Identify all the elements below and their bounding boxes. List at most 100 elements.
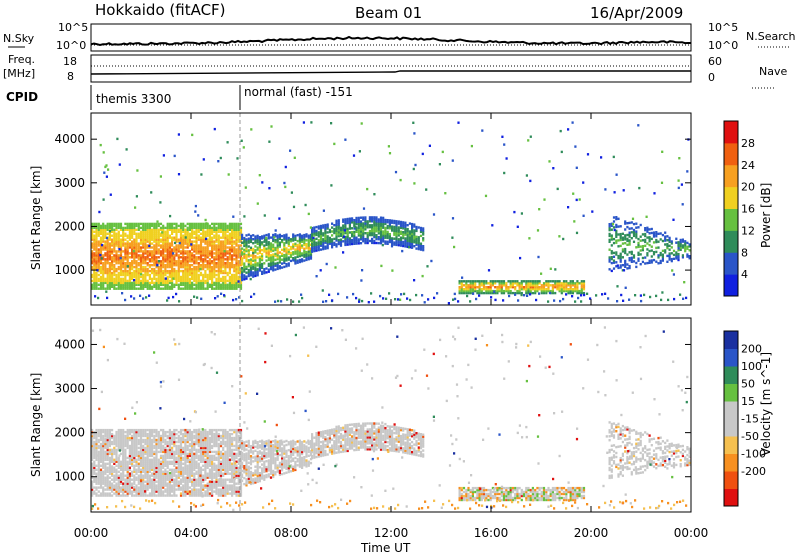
power-cell xyxy=(146,228,149,231)
velocity-cell xyxy=(162,492,165,495)
noise-right-top: 10^5 xyxy=(708,21,738,34)
power-cell xyxy=(157,238,160,241)
power-cell xyxy=(417,245,420,249)
power-cell xyxy=(577,296,580,300)
power-cell xyxy=(527,291,530,295)
power-cell xyxy=(199,240,203,243)
power-cell xyxy=(166,256,169,259)
power-cell xyxy=(558,282,561,285)
power-cell xyxy=(307,254,310,257)
power-cell xyxy=(243,250,246,253)
power-cell xyxy=(267,248,270,252)
velocity-cell xyxy=(122,438,125,442)
velocity-cell xyxy=(144,462,147,465)
power-cell xyxy=(335,245,338,248)
power-cell xyxy=(235,240,238,243)
power-cell xyxy=(377,218,380,221)
velocity-cell xyxy=(111,436,114,440)
power-cell xyxy=(102,265,105,269)
velocity-cell xyxy=(115,448,118,452)
power-cell xyxy=(294,256,297,259)
power-cell xyxy=(213,256,216,259)
power-cell xyxy=(231,256,234,259)
power-cell xyxy=(502,284,506,287)
power-cell xyxy=(462,280,466,283)
power-cell xyxy=(191,224,194,228)
velocity-cell xyxy=(148,442,151,446)
power-cell xyxy=(193,256,196,259)
power-cell xyxy=(668,238,671,242)
velocity-cell xyxy=(133,476,136,479)
power-cell xyxy=(254,241,257,244)
power-cell xyxy=(139,254,143,257)
power-cell xyxy=(119,260,123,263)
power-cell xyxy=(108,256,111,259)
power-cell xyxy=(199,258,203,261)
power-cell xyxy=(289,247,293,251)
power-cell xyxy=(126,224,129,228)
power-cell xyxy=(617,245,620,248)
velocity-cell xyxy=(162,464,165,467)
cpid-label: CPID xyxy=(6,90,38,104)
velocity-cell xyxy=(122,434,125,438)
power-cell xyxy=(228,252,231,255)
power-speckle xyxy=(381,243,384,247)
power-cell xyxy=(153,246,156,249)
power-speckle xyxy=(575,166,578,169)
power-cell xyxy=(151,232,154,235)
power-cell xyxy=(294,234,297,238)
velocity-cell xyxy=(106,468,109,471)
power-cell xyxy=(128,267,131,271)
power-cell xyxy=(294,250,297,253)
power-cell xyxy=(177,254,180,257)
power-speckle xyxy=(268,140,271,143)
power-cell xyxy=(233,265,236,269)
power-cell xyxy=(296,251,299,255)
power-cell xyxy=(128,287,131,290)
velocity-cell xyxy=(108,428,111,432)
power-speckle xyxy=(560,150,563,154)
power-cell xyxy=(417,226,420,229)
power-cell xyxy=(115,279,118,283)
power-cell xyxy=(182,224,185,228)
power-cell xyxy=(362,216,365,219)
power-cell xyxy=(211,254,214,257)
power-cell xyxy=(157,222,160,226)
power-cell xyxy=(193,287,196,290)
power-cell xyxy=(193,273,196,277)
power-cell xyxy=(313,249,316,253)
power-cell xyxy=(188,252,191,255)
power-cell xyxy=(91,244,94,247)
velocity-cell xyxy=(104,492,107,495)
power-cell xyxy=(258,261,261,264)
power-cell xyxy=(261,254,264,258)
power-cell xyxy=(292,243,295,246)
power-cell xyxy=(256,268,259,271)
power-cell xyxy=(311,246,314,249)
velocity-cell xyxy=(128,444,131,448)
velocity-cell xyxy=(139,434,143,438)
power-cell xyxy=(333,227,336,231)
power-cell xyxy=(261,243,264,246)
power-cell xyxy=(417,244,420,247)
power-speckle xyxy=(637,124,640,127)
power-cell xyxy=(252,265,255,268)
power-cell xyxy=(137,254,140,257)
power-cell xyxy=(269,262,273,265)
velocity-cell xyxy=(95,476,98,479)
power-cell xyxy=(267,256,270,260)
power-cell xyxy=(99,242,103,245)
power-cell xyxy=(166,234,169,237)
power-cell xyxy=(157,252,160,255)
power-cell xyxy=(219,240,223,243)
power-cell xyxy=(206,262,209,265)
power-cell xyxy=(151,236,154,239)
power-cell xyxy=(93,267,96,271)
power-cell xyxy=(474,286,477,289)
power-cell xyxy=(607,297,610,300)
power-cell xyxy=(111,252,114,255)
velocity-cell xyxy=(95,446,98,450)
power-speckle xyxy=(315,275,318,278)
power-cell xyxy=(324,223,327,227)
power-cell xyxy=(328,293,331,296)
